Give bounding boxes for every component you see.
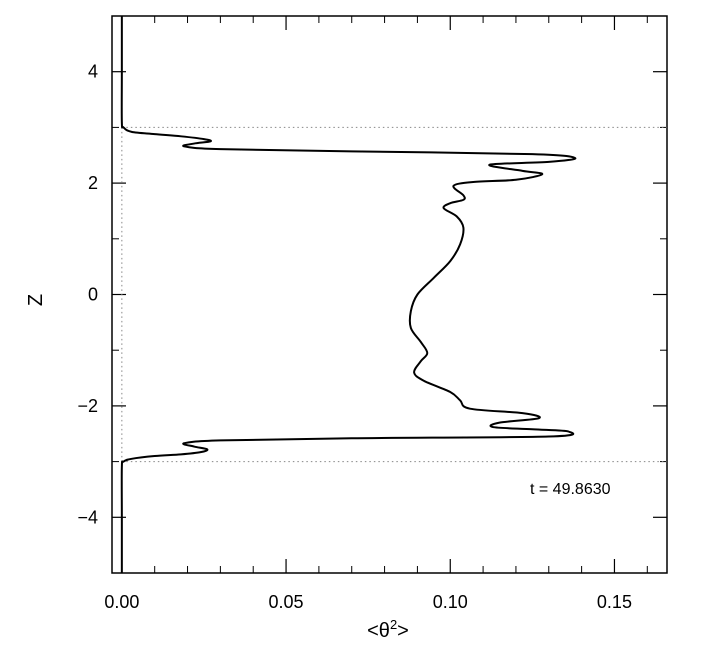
- x-axis-title-base: <θ: [367, 620, 390, 642]
- x-axis-title-end: >: [397, 620, 409, 642]
- reference-lines: [121, 126, 667, 463]
- x-tick-label: 0.10: [433, 592, 468, 612]
- x-tick-label: 0.15: [597, 592, 632, 612]
- label-layer: 0.00 0.05 0.10 0.15 −4 −2 0 2 4: [77, 62, 632, 612]
- y-tick-label: 2: [88, 173, 98, 193]
- axes-layer: [111, 15, 668, 574]
- y-axis-title: Z: [25, 294, 47, 306]
- series-line-0: [120, 16, 577, 573]
- y-tick-label: −2: [77, 396, 98, 416]
- x-axis-title-sup: 2: [390, 617, 397, 632]
- x-tick-label: 0.00: [104, 592, 139, 612]
- data-layer: [120, 16, 577, 573]
- x-axis-title: <θ2>: [367, 617, 409, 642]
- time-annotation: t = 49.8630: [530, 481, 611, 498]
- y-tick-label: 4: [88, 62, 98, 82]
- x-tick-label: 0.05: [269, 592, 304, 612]
- y-tick-label: 0: [88, 285, 98, 305]
- y-tick-label: −4: [77, 507, 98, 527]
